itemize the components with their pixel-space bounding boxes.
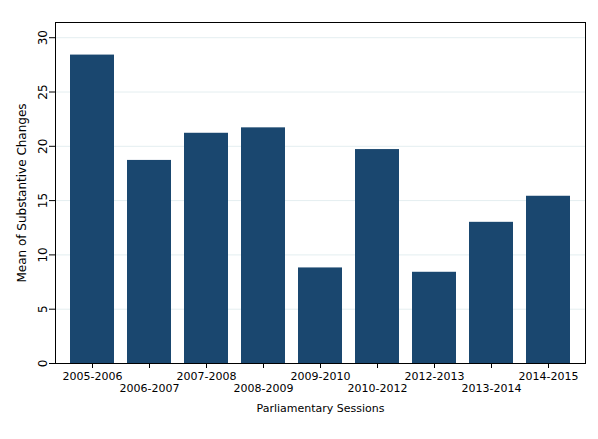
svg-text:30: 30	[36, 30, 50, 45]
svg-text:0: 0	[36, 360, 50, 368]
svg-text:15: 15	[36, 193, 50, 208]
svg-text:2005-2006: 2005-2006	[63, 370, 123, 383]
svg-text:2009-2010: 2009-2010	[291, 370, 351, 383]
svg-text:2008-2009: 2008-2009	[234, 382, 294, 395]
svg-text:2007-2008: 2007-2008	[177, 370, 237, 383]
svg-text:2010-2012: 2010-2012	[348, 382, 408, 395]
svg-text:2014-2015: 2014-2015	[519, 370, 579, 383]
svg-text:Parliamentary Sessions: Parliamentary Sessions	[257, 402, 385, 415]
svg-text:2013-2014: 2013-2014	[462, 382, 522, 395]
svg-text:25: 25	[36, 84, 50, 99]
svg-text:5: 5	[36, 305, 50, 313]
svg-text:Mean of Substantive Changes: Mean of Substantive Changes	[15, 103, 29, 282]
svg-text:20: 20	[36, 139, 50, 154]
svg-text:10: 10	[36, 247, 50, 262]
svg-text:2012-2013: 2012-2013	[405, 370, 465, 383]
svg-text:2006-2007: 2006-2007	[120, 382, 180, 395]
